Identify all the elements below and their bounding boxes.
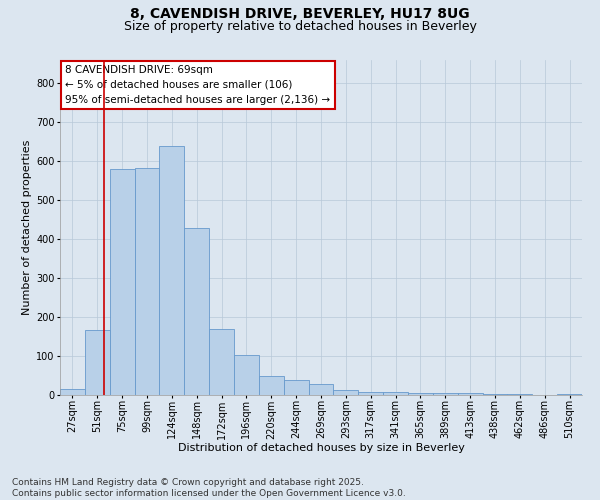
Bar	[458, 393, 482, 395]
Bar	[85, 330, 110, 395]
Bar	[284, 380, 308, 395]
Text: Size of property relative to detached houses in Beverley: Size of property relative to detached ho…	[124, 20, 476, 33]
Bar	[482, 394, 508, 395]
Bar	[60, 389, 85, 395]
Bar	[383, 392, 408, 395]
Bar	[408, 394, 433, 395]
Bar	[110, 169, 134, 395]
Bar	[184, 228, 209, 395]
Bar	[557, 394, 582, 395]
Bar	[433, 394, 458, 395]
Bar	[209, 329, 234, 395]
Bar	[334, 390, 358, 395]
Text: Contains HM Land Registry data © Crown copyright and database right 2025.
Contai: Contains HM Land Registry data © Crown c…	[12, 478, 406, 498]
X-axis label: Distribution of detached houses by size in Beverley: Distribution of detached houses by size …	[178, 442, 464, 452]
Y-axis label: Number of detached properties: Number of detached properties	[22, 140, 32, 315]
Bar	[308, 384, 334, 395]
Text: 8, CAVENDISH DRIVE, BEVERLEY, HU17 8UG: 8, CAVENDISH DRIVE, BEVERLEY, HU17 8UG	[130, 8, 470, 22]
Bar	[160, 146, 184, 395]
Bar	[134, 168, 160, 395]
Bar	[234, 355, 259, 395]
Bar	[508, 394, 532, 395]
Text: 8 CAVENDISH DRIVE: 69sqm
← 5% of detached houses are smaller (106)
95% of semi-d: 8 CAVENDISH DRIVE: 69sqm ← 5% of detache…	[65, 65, 331, 104]
Bar	[358, 392, 383, 395]
Bar	[259, 376, 284, 395]
